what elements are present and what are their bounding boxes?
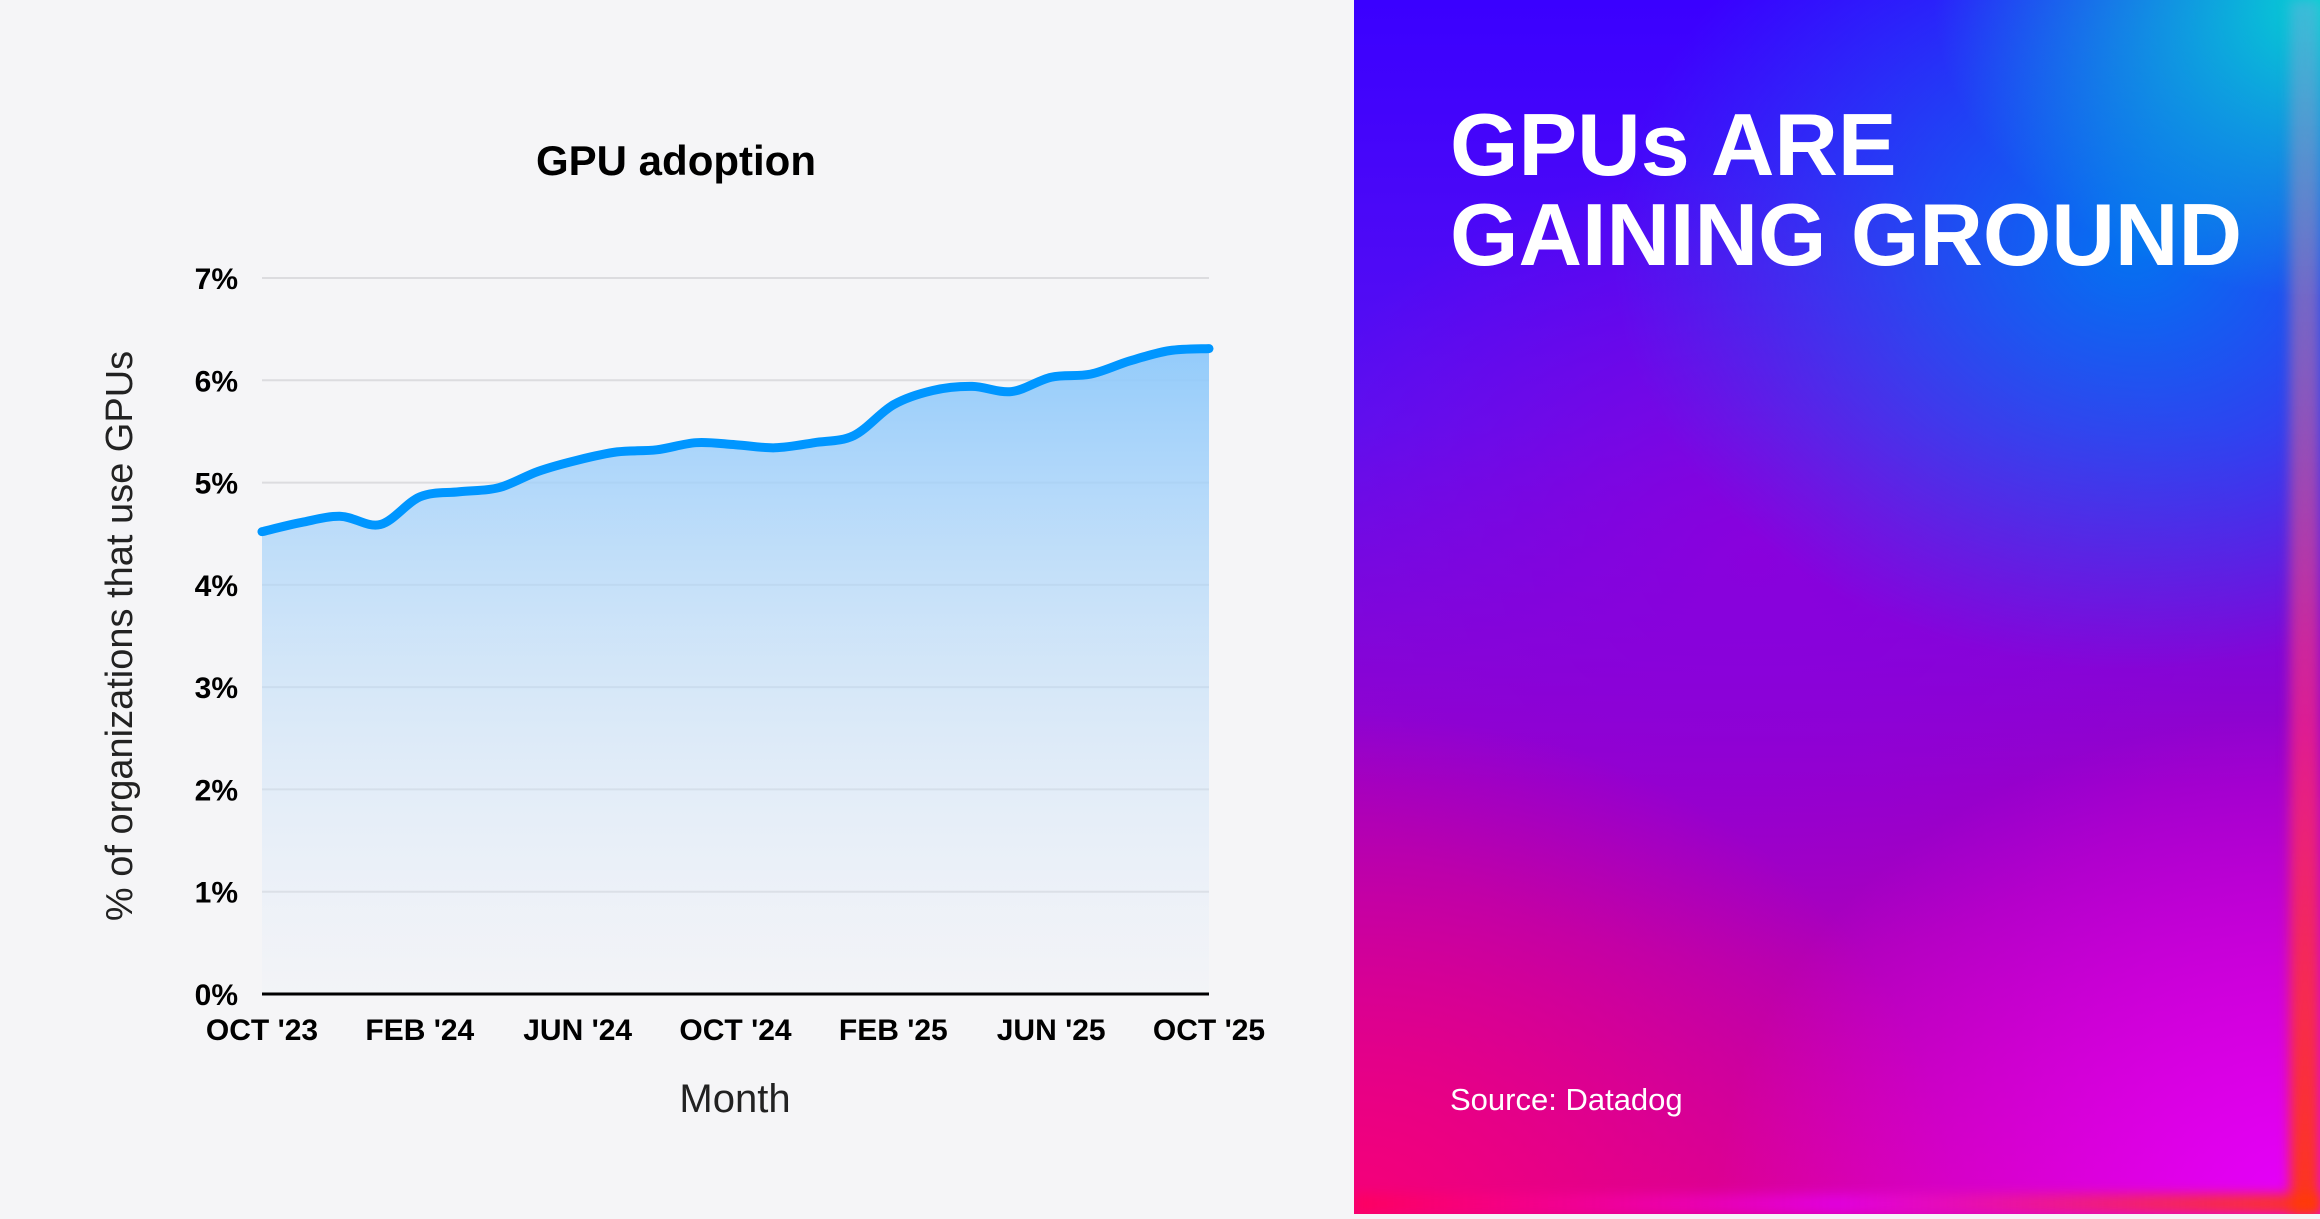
x-tick-label: FEB '24 [365,1014,474,1047]
y-tick-label: 2% [195,774,238,807]
headline: GPUs ARE GAINING GROUND [1450,100,2242,280]
x-tick-label: JUN '24 [523,1014,632,1047]
gpu-adoption-chart: GPU adoption 0% 1% 2% 3% 4% 5% 6% 7% OCT '23 FEB… [0,0,1354,1214]
x-tick-label: OCT '24 [679,1014,791,1047]
y-tick-label: 4% [195,570,238,603]
y-axis-label: % of organizations that use GPUs [99,351,141,921]
headline-line-1: GPUs ARE [1450,100,2242,190]
y-tick-label: 5% [195,468,238,501]
x-tick-label: OCT '25 [1153,1014,1265,1047]
x-tick-label: FEB '25 [839,1014,948,1047]
gradient-bottom-edge [1354,1194,2320,1214]
source-note: Source: Datadog [1450,1082,1683,1118]
headline-panel: GPUs ARE GAINING GROUND Source: Datadog [1354,0,2320,1214]
x-axis-label: Month [679,1077,790,1121]
chart-title: GPU adoption [536,137,816,184]
headline-line-2: GAINING GROUND [1450,190,2242,280]
y-tick-label: 3% [195,672,238,705]
y-tick-label: 0% [195,979,238,1012]
y-tick-label: 7% [195,263,238,296]
y-tick-label: 6% [195,365,238,398]
chart-panel: GPU adoption 0% 1% 2% 3% 4% 5% 6% 7% OCT '23 FEB… [0,0,1354,1214]
y-tick-label: 1% [195,877,238,910]
x-tick-label: JUN '25 [997,1014,1106,1047]
gradient-edge [2290,0,2320,1214]
x-tick-label: OCT '23 [206,1014,318,1047]
